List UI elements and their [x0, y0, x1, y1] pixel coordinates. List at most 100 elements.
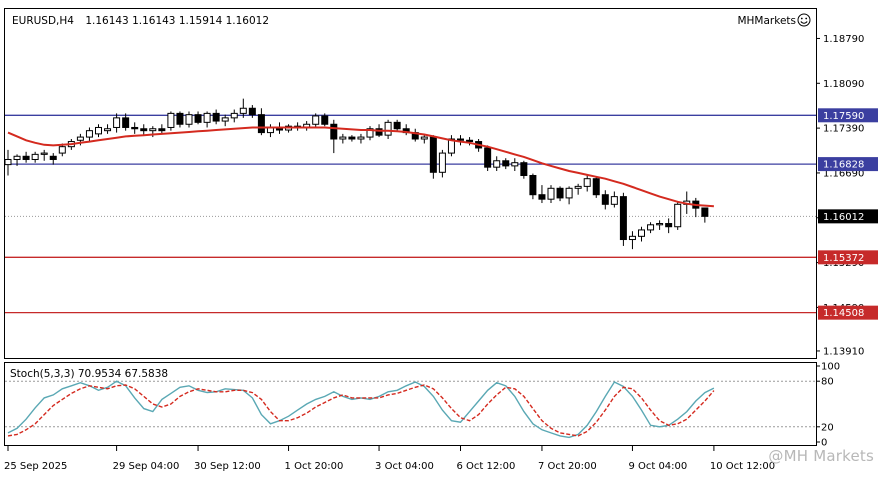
candle [656, 220, 664, 230]
candle [239, 98, 247, 118]
candle [85, 127, 93, 142]
candle [438, 149, 446, 178]
time-tick-label: 25 Sep 2025 [4, 461, 67, 472]
stoch-tick-label: 80 [821, 377, 834, 388]
candle [339, 133, 347, 144]
stochastic-title: Stoch(5,3,3) 70.9534 67.5838 [10, 368, 168, 380]
candle [330, 119, 338, 154]
time-tick-label: 10 Oct 12:00 [710, 461, 775, 472]
stoch-signal-line [7, 384, 715, 437]
candle [511, 158, 519, 172]
candle [122, 113, 130, 131]
ohlc-label: 1.16143 1.16143 1.15914 1.16012 [85, 15, 269, 27]
candle [194, 111, 202, 125]
candle [31, 151, 39, 163]
stochastic-axis: 100 80 20 0 [816, 362, 840, 449]
candle [257, 108, 265, 136]
candle [4, 149, 12, 176]
candle [547, 185, 555, 204]
candle [158, 124, 166, 134]
candle [384, 119, 392, 139]
candle [647, 222, 655, 234]
time-tick-label: 7 Oct 20:00 [538, 461, 597, 472]
price-tick-label: 1.18790 [823, 34, 864, 45]
candle [529, 173, 537, 200]
candle [221, 114, 229, 127]
price-level-labels: 1.17590 1.16828 1.15372 1.14508 1.16012 [818, 108, 878, 320]
time-tick-label: 29 Sep 04:00 [113, 461, 180, 472]
price-panel [4, 8, 817, 359]
price-tick-label: 1.17390 [823, 124, 864, 135]
level-label-bg [818, 305, 878, 320]
candle [674, 201, 682, 230]
current-price-label: 1.16012 [823, 212, 864, 223]
level-label: 1.17590 [823, 111, 864, 122]
candle [565, 186, 573, 205]
candle [457, 135, 464, 146]
stoch-tick-label: 100 [821, 362, 840, 373]
candle [22, 151, 30, 163]
candle [140, 124, 148, 136]
candle [13, 154, 21, 166]
candle [538, 185, 546, 204]
candle [520, 160, 528, 179]
candle [466, 137, 474, 146]
moving-average [7, 126, 714, 208]
current-price-label-bg [818, 209, 878, 224]
time-tick-label: 30 Sep 12:00 [194, 461, 261, 472]
time-tick-label: 9 Oct 04:00 [628, 461, 687, 472]
ma-line [7, 126, 714, 208]
support-resistance-lines [5, 114, 816, 314]
price-tick-label: 1.18090 [823, 79, 864, 90]
candle [447, 135, 455, 157]
candle [185, 111, 193, 128]
candle [393, 119, 401, 131]
candle [40, 149, 48, 161]
candle [230, 109, 238, 123]
level-label-bg [818, 157, 878, 172]
level-label-bg [818, 108, 878, 123]
candle [502, 158, 510, 170]
candle [113, 113, 121, 133]
brand-label: MHMarkets [737, 15, 796, 27]
stoch-main-line [7, 380, 715, 439]
level-label: 1.14508 [823, 308, 864, 319]
symbol-label: EURUSD,H4 [12, 15, 74, 27]
candle [619, 192, 627, 246]
smiley-icon [797, 13, 811, 27]
candle [366, 126, 374, 141]
candle [610, 191, 618, 208]
level-label-bg [818, 250, 878, 265]
price-tick-label: 1.16690 [823, 168, 864, 179]
candle [357, 133, 365, 144]
candle [212, 109, 220, 125]
candle [628, 231, 636, 250]
time-tick-label: 3 Oct 04:00 [375, 461, 434, 472]
candle [131, 122, 139, 134]
candle [484, 145, 492, 172]
watermark: @MH Markets [768, 447, 874, 465]
candle [167, 111, 175, 131]
candle [176, 111, 184, 128]
time-axis: 25 Sep 2025 29 Sep 04:00 30 Sep 12:00 1 Oct… [4, 446, 775, 472]
candle [248, 105, 256, 118]
symbol-header: EURUSD,H4 1.16143 1.16143 1.15914 1.1601… [12, 15, 269, 27]
candle [592, 177, 600, 198]
level-label: 1.15372 [823, 253, 864, 264]
candle [638, 226, 645, 242]
candle [203, 111, 211, 128]
stochastic-levels [5, 380, 816, 428]
candle [104, 124, 112, 134]
candle [556, 186, 564, 202]
time-tick-label: 1 Oct 20:00 [285, 461, 344, 472]
candle [665, 218, 673, 234]
candle [601, 190, 609, 210]
candle [583, 175, 591, 192]
candle [312, 113, 320, 128]
stochastic-lines [7, 380, 715, 439]
stoch-tick-label: 0 [821, 438, 827, 449]
candle [49, 153, 57, 165]
candle [429, 135, 437, 179]
candle [493, 156, 501, 172]
